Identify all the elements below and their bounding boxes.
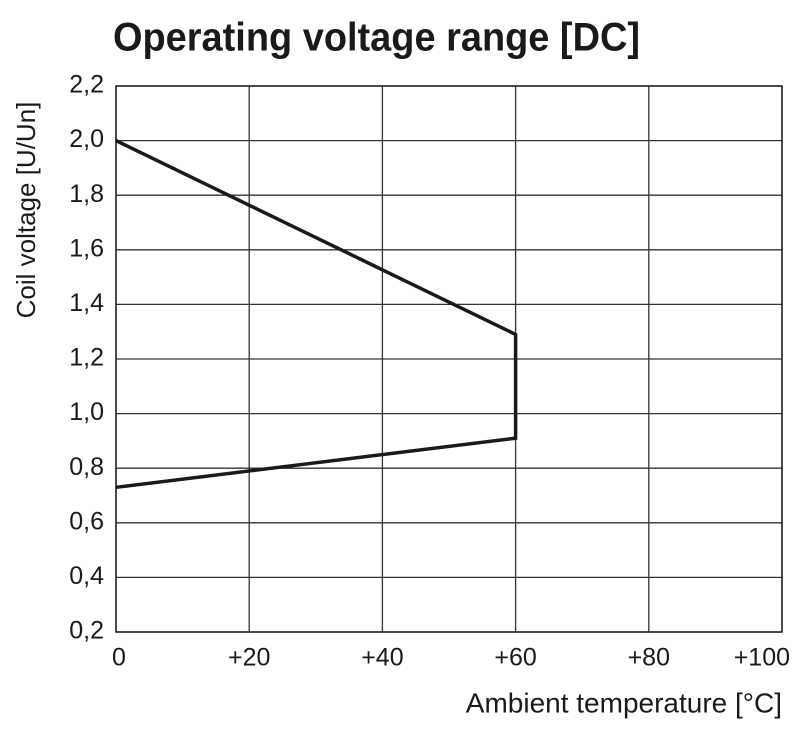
y-tick-label: 2,2 bbox=[69, 71, 104, 99]
y-tick-label: 0,8 bbox=[69, 453, 104, 481]
x-tick-label: +100 bbox=[734, 644, 790, 672]
y-tick-label: 1,0 bbox=[69, 398, 104, 426]
x-tick-label: +60 bbox=[494, 644, 536, 672]
y-tick-label: 1,8 bbox=[69, 180, 104, 208]
y-tick-label: 0,2 bbox=[69, 617, 104, 645]
y-tick-label: 1,2 bbox=[69, 344, 104, 372]
data-line bbox=[115, 139, 518, 490]
y-tick-label: 1,4 bbox=[69, 289, 104, 317]
chart-title: Operating voltage range [DC] bbox=[113, 16, 640, 60]
x-tick-label: 0 bbox=[112, 644, 126, 672]
x-tick-label: +80 bbox=[628, 644, 670, 672]
y-tick-label: 2,0 bbox=[69, 125, 104, 153]
plot-border bbox=[115, 85, 783, 633]
y-tick-label: 1,6 bbox=[69, 234, 104, 262]
x-tick-label: +40 bbox=[361, 644, 403, 672]
x-tick-label: +20 bbox=[228, 644, 270, 672]
y-tick-label: 0,4 bbox=[69, 562, 104, 590]
y-axis-label: Coil voltage [U/Un] bbox=[11, 102, 41, 319]
x-axis-label: Ambient temperature [°C] bbox=[466, 687, 782, 718]
y-tick-label: 0,6 bbox=[69, 507, 104, 535]
